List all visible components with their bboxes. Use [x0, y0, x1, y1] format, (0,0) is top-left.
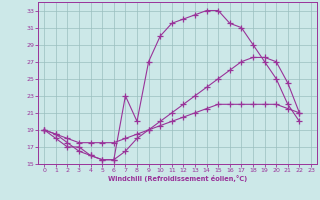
X-axis label: Windchill (Refroidissement éolien,°C): Windchill (Refroidissement éolien,°C)	[108, 175, 247, 182]
